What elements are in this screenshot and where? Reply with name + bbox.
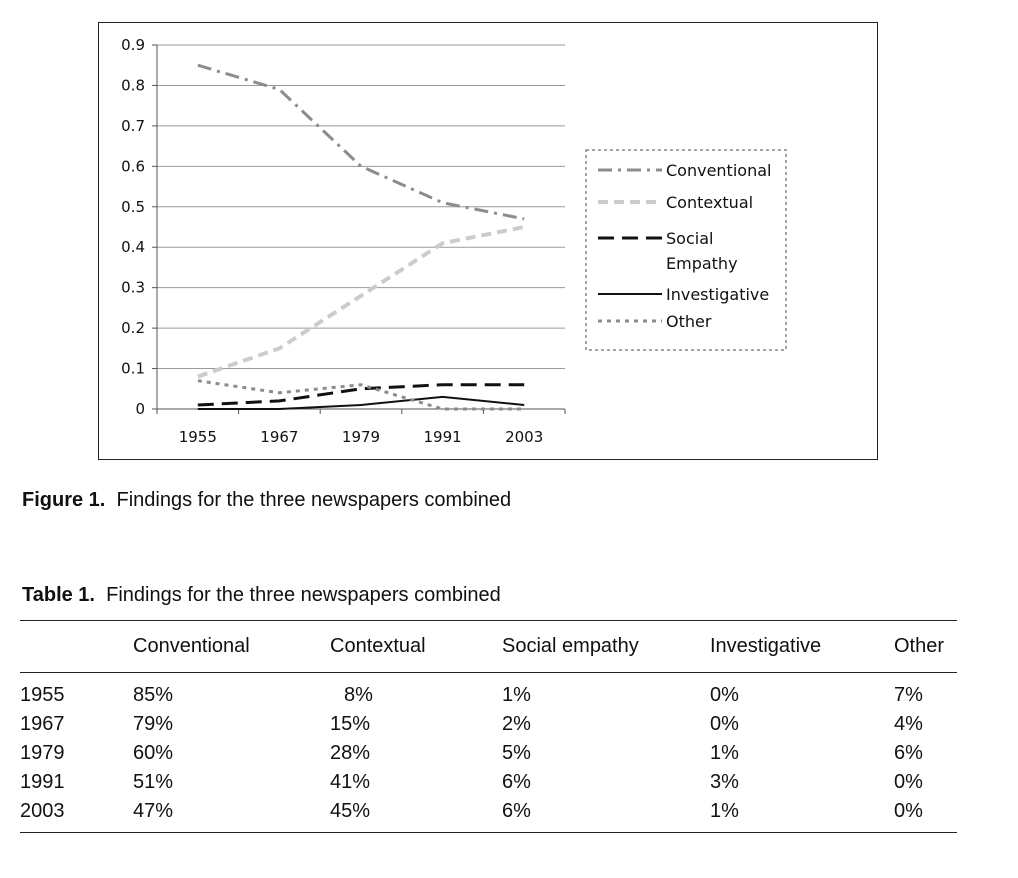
y-tick-label: 0 [135, 400, 145, 418]
figure-caption-text: Findings for the three newspapers combin… [116, 489, 512, 511]
x-tick-label: 2003 [505, 428, 543, 446]
table-cell: 0% [710, 684, 739, 706]
table-cell: 41% [330, 771, 371, 793]
table-cell: 6% [502, 800, 531, 822]
legend-label: Other [666, 312, 712, 331]
table-cell: 45% [330, 800, 371, 822]
series-line-conventional [197, 63, 525, 221]
table-cell: 47% [133, 800, 174, 822]
legend-box [585, 149, 787, 351]
table-row: 1979 60% 28% 5% 1% 6% [20, 739, 957, 768]
table-cell: 5% [502, 742, 531, 764]
y-tick-label: 0.5 [121, 198, 145, 216]
table-row: 1967 79% 15% 2% 0% 4% [20, 710, 957, 739]
table-cell: 3% [710, 771, 739, 793]
series-line-contextual [197, 225, 525, 379]
x-tick-label: 1967 [260, 428, 298, 446]
y-tick-label: 0.3 [121, 279, 145, 297]
table-cell: 51% [133, 771, 174, 793]
year-cell: 1979 [20, 742, 65, 764]
table-cell: 7% [894, 684, 923, 706]
header-cell: Social empathy [502, 635, 639, 657]
table-cell: 1% [710, 800, 739, 822]
table-cell: 28% [330, 742, 371, 764]
y-tick-label: 0.6 [121, 157, 145, 175]
header-cell: Other [894, 635, 945, 657]
figure-label: Figure 1. [22, 489, 106, 511]
header-cell: Conventional [133, 635, 250, 657]
table-cell: 79% [133, 713, 174, 735]
table-caption: Table 1. Findings for the three newspape… [22, 584, 501, 607]
legend-label: Contextual [666, 193, 753, 212]
x-tick-label: 1979 [342, 428, 380, 446]
y-tick-label: 0.2 [121, 319, 145, 337]
table-cell: 1% [710, 742, 739, 764]
table-row: 1991 51% 41% 6% 3% 0% [20, 768, 957, 797]
table-header-row: Conventional Contextual Social empathy I… [20, 620, 957, 673]
table-row: 2003 47% 45% 6% 1% 0% [20, 797, 957, 833]
chart-frame: 0 0.1 0.2 0.3 0.4 0.5 0.6 0.7 0.8 0.9 1955 1967 1979… [98, 22, 878, 460]
y-tick-label: 0.7 [121, 117, 145, 135]
header-cell [20, 621, 133, 673]
y-tick-label: 0.1 [121, 360, 145, 378]
line-chart: 0 0.1 0.2 0.3 0.4 0.5 0.6 0.7 0.8 0.9 1955 1967 1979… [121, 36, 787, 446]
legend-label: Social Empathy [666, 229, 738, 273]
table-cell: 15% [330, 713, 371, 735]
y-tick-label: 0.9 [121, 36, 145, 54]
table-label: Table 1. [22, 584, 95, 606]
x-tick-label: 1955 [179, 428, 217, 446]
x-tick-label: 1991 [424, 428, 462, 446]
legend-label: Investigative [666, 285, 769, 304]
header-cell: Contextual [330, 635, 426, 657]
table-caption-text: Findings for the three newspapers combin… [106, 584, 501, 606]
table-cell: 8% [344, 684, 373, 706]
series-line-other [197, 379, 525, 411]
legend-label: Conventional [666, 161, 771, 180]
table-cell: 85% [133, 684, 174, 706]
table-cell: 0% [894, 771, 923, 793]
series-line-social-empathy [197, 383, 525, 407]
table-cell: 0% [710, 713, 739, 735]
table-cell: 6% [894, 742, 923, 764]
table-cell: 4% [894, 713, 923, 735]
y-tick-label: 0.4 [121, 238, 145, 256]
table-cell: 60% [133, 742, 174, 764]
table-cell: 1% [502, 684, 531, 706]
header-cell: Investigative [710, 635, 822, 657]
table-cell: 0% [894, 800, 923, 822]
year-cell: 1967 [20, 713, 65, 735]
year-cell: 2003 [20, 800, 65, 822]
findings-table: Conventional Contextual Social empathy I… [20, 620, 957, 833]
table-row: 1955 85% 8% 1% 0% 7% [20, 673, 957, 711]
y-tick-label: 0.8 [121, 76, 145, 94]
table-cell: 2% [502, 713, 531, 735]
table-cell: 6% [502, 771, 531, 793]
series-line-investigative [197, 395, 525, 410]
year-cell: 1991 [20, 771, 65, 793]
year-cell: 1955 [20, 684, 65, 706]
figure-caption: Figure 1. Findings for the three newspap… [22, 489, 511, 512]
